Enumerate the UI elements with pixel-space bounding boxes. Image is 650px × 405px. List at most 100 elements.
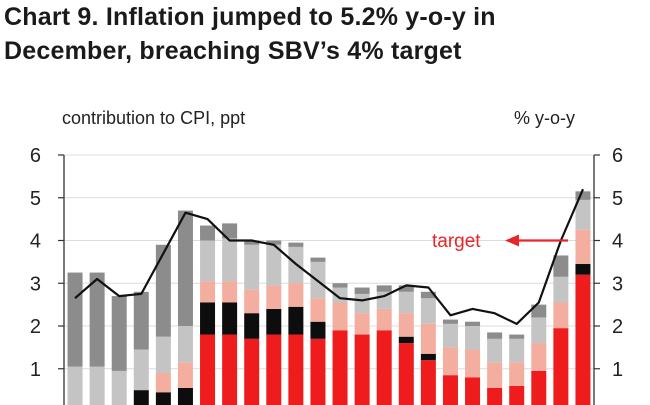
- bar-segment-series3-23: [553, 302, 569, 329]
- bar-segment-series4-8: [222, 238, 238, 282]
- bar-stack-17: [420, 291, 436, 405]
- bar-segment-series5-10: [266, 240, 282, 245]
- bar-segment-series2-8: [222, 302, 238, 335]
- bar-segment-series5-22: [531, 304, 547, 318]
- bar-segment-series5-8: [222, 223, 238, 239]
- y-tick-label-left-5: 5: [30, 188, 41, 210]
- target-label: target: [432, 231, 481, 252]
- y-axis-label-left: contribution to CPI, ppt: [62, 108, 246, 128]
- bar-segment-series2-6: [177, 387, 193, 405]
- bar-segment-series3-18: [442, 347, 458, 376]
- bar-stack-23: [553, 255, 569, 405]
- bar-segment-series4-3: [111, 370, 127, 405]
- bar-segment-series3-7: [200, 281, 216, 303]
- bar-segment-series2-11: [288, 306, 304, 335]
- bar-segment-series1-17: [420, 360, 436, 405]
- bar-segment-series3-21: [509, 362, 525, 386]
- bar-segment-series5-23: [553, 255, 569, 277]
- bar-stack-19: [465, 321, 481, 405]
- bar-stack-7: [200, 225, 216, 405]
- bar-segment-series3-8: [222, 281, 238, 303]
- y-tick-label-right-1: 1: [612, 359, 623, 381]
- bar-segment-series1-24: [575, 274, 591, 405]
- y-tick-label-right-2: 2: [612, 316, 623, 338]
- bar-segment-series5-6: [177, 210, 193, 326]
- bar-segment-series1-7: [200, 334, 216, 405]
- bar-segment-series4-19: [465, 326, 481, 350]
- bar-segment-series4-9: [244, 244, 260, 290]
- bar-segment-series1-13: [332, 330, 348, 405]
- bar-stack-10: [266, 240, 282, 405]
- bar-stack-2: [89, 272, 105, 405]
- target-annotation: target: [432, 231, 568, 252]
- bar-segment-series2-12: [310, 321, 326, 339]
- chart-title-line1: Chart 9. Inflation jumped to 5.2% y-o-y …: [4, 3, 496, 31]
- bar-segment-series1-23: [553, 328, 569, 405]
- bar-stack-22: [531, 304, 547, 405]
- bar-segment-series5-24: [575, 191, 591, 200]
- bar-segment-series2-7: [200, 302, 216, 335]
- bar-segment-series4-7: [200, 240, 216, 282]
- bar-segment-series1-12: [310, 338, 326, 405]
- bar-segment-series5-18: [442, 319, 458, 324]
- bar-stack-20: [487, 332, 503, 405]
- bar-stack-6: [177, 210, 193, 405]
- bar-segment-series3-17: [420, 323, 436, 354]
- bar-stack-15: [376, 285, 392, 405]
- bar-segment-series3-14: [354, 313, 370, 335]
- bar-stack-16: [398, 285, 414, 405]
- bar-segment-series4-22: [531, 317, 547, 344]
- bar-segment-series4-23: [553, 276, 569, 303]
- bar-segment-series4-16: [398, 291, 414, 314]
- bar-segment-series5-2: [89, 272, 105, 367]
- bar-segment-series3-20: [487, 362, 503, 388]
- bar-segment-series2-16: [398, 336, 414, 344]
- bar-segment-series3-10: [266, 285, 282, 309]
- axes: [58, 154, 600, 405]
- y-tick-label-right-5: 5: [612, 188, 623, 210]
- y-axis-label-right: % y-o-y: [514, 108, 576, 128]
- bar-segment-series5-3: [111, 296, 127, 371]
- bar-segment-series1-18: [442, 375, 458, 405]
- bar-segment-series5-4: [133, 291, 149, 350]
- bar-segment-series4-24: [575, 199, 591, 230]
- bar-segment-series5-14: [354, 287, 370, 294]
- bar-segment-series1-9: [244, 338, 260, 405]
- bar-segment-series5-12: [310, 257, 326, 262]
- bar-segment-series5-17: [420, 291, 436, 299]
- bar-segment-series4-6: [177, 326, 193, 363]
- y-tick-label-left-4: 4: [30, 231, 41, 253]
- bar-segment-series5-1: [67, 272, 83, 367]
- bar-segment-series3-19: [465, 349, 481, 378]
- bar-segment-series5-15: [376, 285, 392, 292]
- bar-segment-series3-16: [398, 313, 414, 337]
- bar-segment-series4-14: [354, 293, 370, 314]
- bar-segment-series4-18: [442, 323, 458, 348]
- bar-segment-series1-10: [266, 334, 282, 405]
- bar-segment-series1-21: [509, 385, 525, 405]
- bar-segment-series2-17: [420, 353, 436, 361]
- bar-segment-series1-15: [376, 330, 392, 405]
- bar-segment-series2-9: [244, 313, 260, 339]
- bar-segment-series3-11: [288, 283, 304, 307]
- bar-segment-series5-21: [509, 334, 525, 339]
- bar-stack-9: [244, 240, 260, 405]
- bar-segment-series4-17: [420, 298, 436, 324]
- y-tick-label-right-3: 3: [612, 273, 623, 295]
- bar-stack-13: [332, 283, 348, 405]
- tick-labels: 1 1 2 2 3 3 4 4 5 5 6 6: [30, 145, 623, 381]
- bar-segment-series4-4: [133, 349, 149, 391]
- bar-segment-series5-19: [465, 321, 481, 326]
- bar-stack-3: [111, 296, 127, 405]
- bar-segment-series5-20: [487, 332, 503, 339]
- bar-segment-series1-16: [398, 343, 414, 405]
- target-arrow-head: [505, 234, 519, 247]
- bar-segment-series1-20: [487, 387, 503, 405]
- bar-segment-series3-24: [575, 229, 591, 265]
- y-tick-label-left-2: 2: [30, 316, 41, 338]
- bar-segment-series5-16: [398, 285, 414, 292]
- bar-segment-series3-15: [376, 308, 392, 331]
- bar-segment-series3-22: [531, 343, 547, 371]
- bar-segment-series1-22: [531, 370, 547, 405]
